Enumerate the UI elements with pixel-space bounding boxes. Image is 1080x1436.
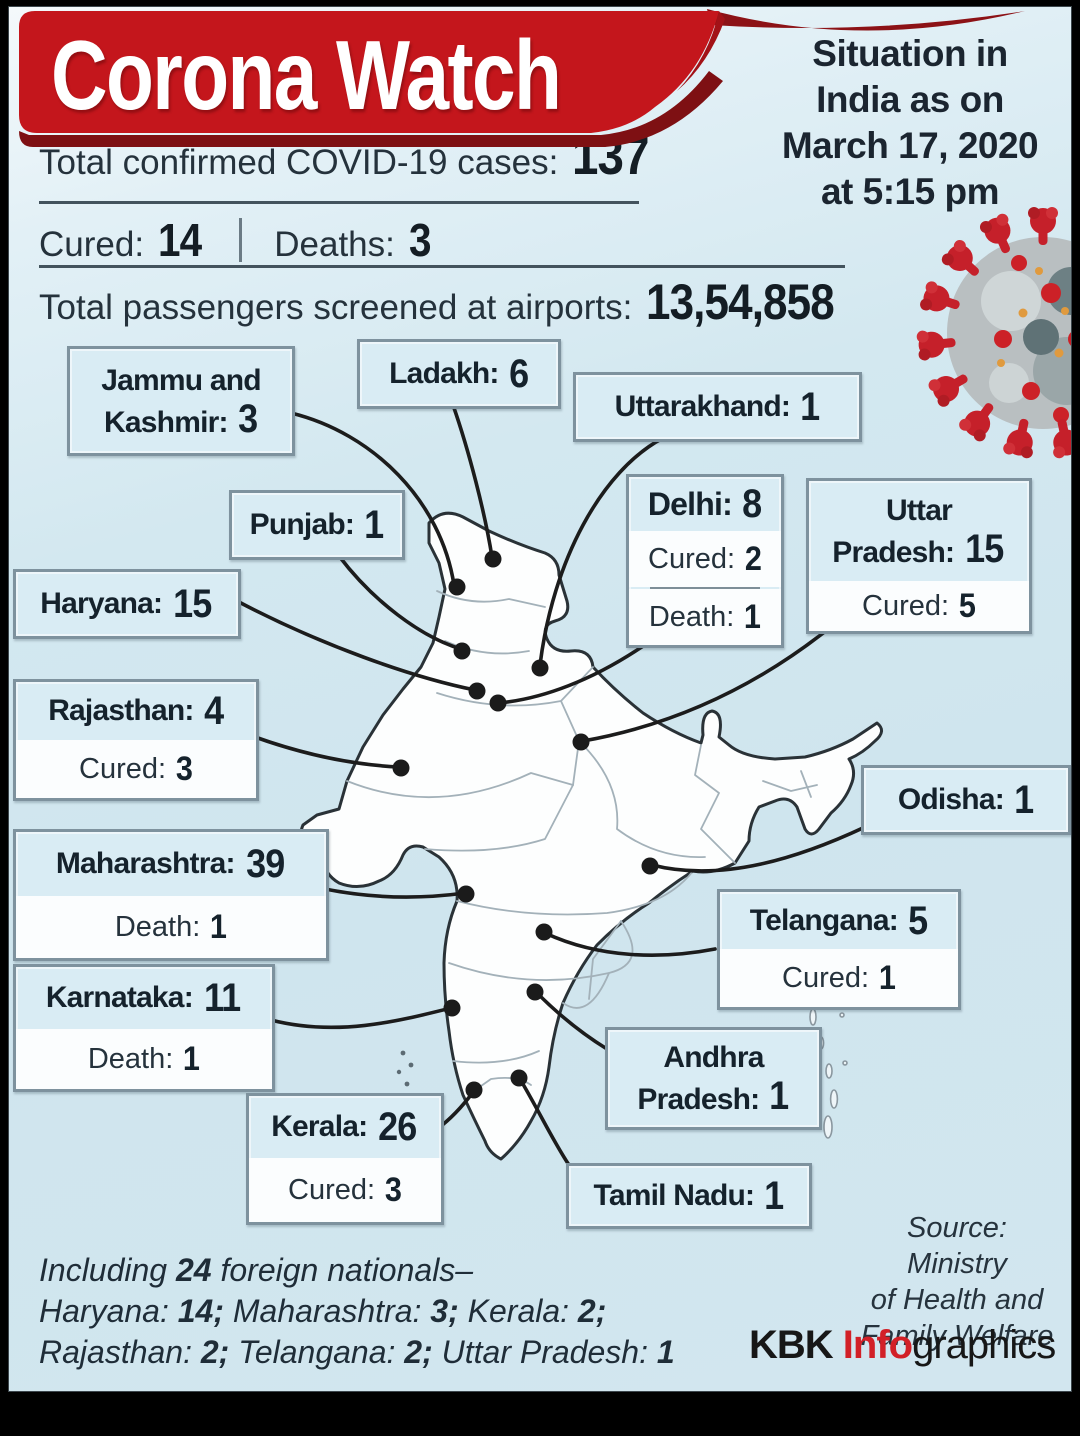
state-label-andhra-pradesh: Andhra Pradesh: 1 (605, 1027, 822, 1130)
screened-value: 13,54,858 (646, 274, 835, 330)
cured-label: Cured: (39, 225, 145, 264)
infographic-panel: Jammu and Kashmir: 3 Ladakh: 6 Uttarakhand… (8, 6, 1072, 1392)
situation-line: India as on (816, 79, 1004, 120)
situation-line: March 17, 2020 (781, 125, 1039, 166)
india-outline (299, 511, 883, 1161)
state-label-rajasthan: Rajasthan: 4 Cured: 3 (13, 679, 259, 801)
state-label-uttar-pradesh: Uttar Pradesh: 15 Cured: 5 (806, 478, 1032, 634)
delhi-divider (650, 587, 760, 589)
cured-value: 14 (158, 214, 202, 266)
state-label-delhi: Delhi: 8 Cured: 2 Death: 1 (626, 474, 784, 648)
stats-divider (239, 218, 243, 262)
screened-row: Total passengers screened at airports: 1… (39, 273, 860, 331)
state-label-jammu-kashmir: Jammu and Kashmir: 3 (67, 346, 295, 456)
footnote-line-2: Haryana: 14; Maharashtra: 3; Kerala: 2; (39, 1293, 607, 1329)
footnote-line-1: Including 24 foreign nationals– (39, 1252, 474, 1288)
source-attribution: Source: Ministry of Health and Family We… (857, 1210, 1057, 1354)
footnote-line-3: Rajasthan: 2; Telangana: 2; Uttar Prades… (39, 1334, 675, 1370)
deaths-value: 3 (408, 214, 432, 266)
stats-rule-1 (39, 201, 639, 204)
state-label-punjab: Punjab: 1 (229, 490, 405, 560)
location-dots (392, 550, 659, 1099)
state-label-ladakh: Ladakh: 6 (357, 339, 561, 409)
coronavirus-icon (916, 207, 1071, 460)
state-label-kerala: Kerala: 26 Cured: 3 (246, 1093, 444, 1225)
screened-label: Total passengers screened at airports: (39, 288, 633, 327)
situation-block: Situation in India as on March 17, 2020 … (747, 31, 1073, 215)
situation-line: Situation in (812, 33, 1008, 74)
state-label-odisha: Odisha: 1 (861, 765, 1071, 835)
deaths-label: Deaths: (274, 225, 395, 264)
foreign-nationals-note: Including 24 foreign nationals– Haryana:… (39, 1250, 799, 1373)
lakshadweep-islands (396, 1050, 414, 1087)
source-line: of Health and (870, 1284, 1044, 1316)
state-label-telangana: Telangana: 5 Cured: 1 (717, 889, 961, 1010)
source-line: Family Welfare (860, 1320, 1054, 1352)
connector-lines (235, 403, 867, 1167)
source-line: Source: Ministry (907, 1212, 1007, 1280)
total-cases-row: Total confirmed COVID-19 cases: 137 (39, 125, 659, 187)
cured-deaths-row: Cured: 14 Deaths: 3 (39, 213, 433, 267)
total-cases-label: Total confirmed COVID-19 cases: (39, 143, 559, 182)
situation-line: at 5:15 pm (820, 171, 1000, 212)
kbk-infographics-credit: KBK Infographics (749, 1323, 1056, 1367)
banner-graphic (19, 9, 1025, 147)
state-label-maharashtra: Maharashtra: 39 Death: 1 (13, 829, 329, 961)
state-label-tamil-nadu: Tamil Nadu: 1 (566, 1163, 812, 1229)
state-label-karnataka: Karnataka: 11 Death: 1 (13, 964, 275, 1092)
state-label-haryana: Haryana: 15 (13, 569, 241, 639)
banner-title: Corona Watch (51, 20, 562, 130)
india-map-graphic (235, 207, 1071, 1167)
stats-rule-2 (39, 265, 845, 268)
state-label-uttarakhand: Uttarakhand: 1 (573, 372, 862, 442)
